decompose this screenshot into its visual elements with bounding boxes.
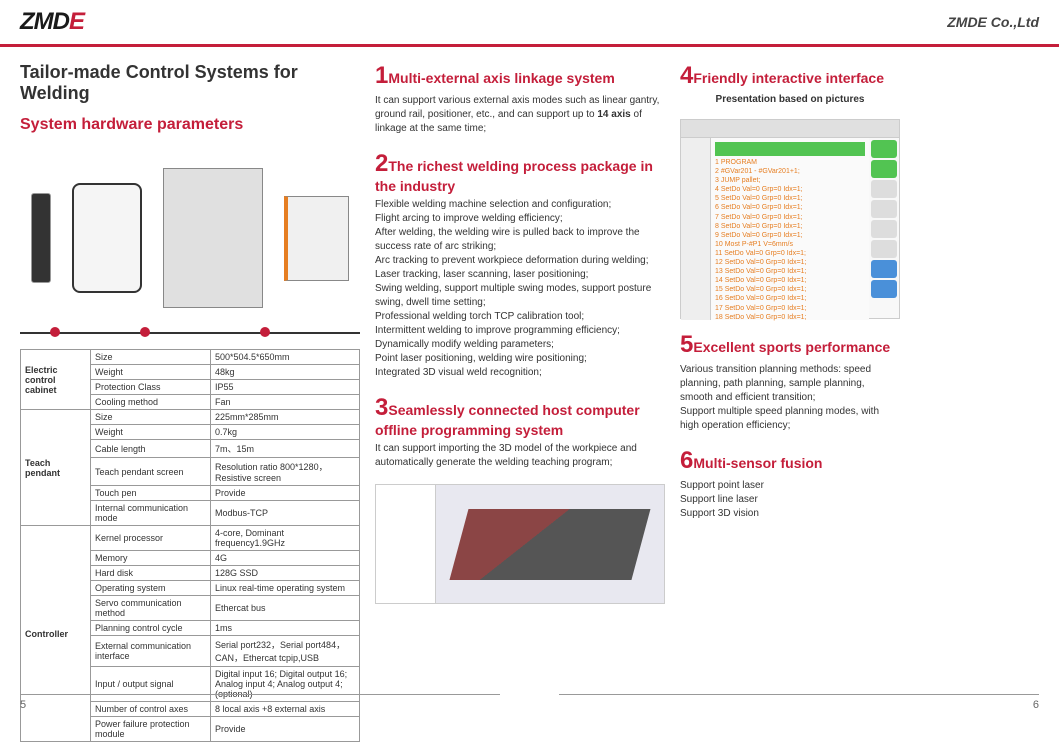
connector-dot — [50, 327, 60, 337]
page-right: 6 — [559, 694, 1039, 711]
hardware-diagram — [20, 144, 360, 334]
ui-screenshot: 1 PROGRAM2 #GVar201 - #GVar201+1;3 JUMP … — [680, 119, 900, 319]
header: ZMDE ZMDE Co.,Ltd — [0, 0, 1059, 47]
feature-2: 2The richest welding process package in … — [375, 150, 665, 380]
hardware-subtitle: System hardware parameters — [20, 116, 360, 134]
device-pen — [31, 193, 51, 283]
device-controller — [284, 196, 349, 281]
footer: 5 6 — [0, 694, 1059, 711]
page-left: 5 — [20, 694, 500, 711]
feature-1: 1Multi-external axis linkage systemIt ca… — [375, 62, 665, 136]
device-pendant — [72, 183, 142, 293]
spec-table: Electric control cabinetSize500*504.5*65… — [20, 349, 360, 742]
feature-3: 3Seamlessly connected host computer offl… — [375, 394, 665, 470]
offline-screenshot — [375, 484, 665, 604]
feature-6: 6Multi-sensor fusionSupport point laserS… — [680, 447, 900, 521]
feature-4: 4Friendly interactive interfacePresentat… — [680, 62, 900, 105]
main-title: Tailor-made Control Systems for Welding — [20, 62, 360, 104]
feature-5: 5Excellent sports performanceVarious tra… — [680, 331, 900, 433]
device-cabinet — [163, 168, 263, 308]
connector-dot — [140, 327, 150, 337]
company-name: ZMDE Co.,Ltd — [947, 14, 1039, 30]
logo: ZMDE — [20, 8, 84, 36]
connector-dot — [260, 327, 270, 337]
